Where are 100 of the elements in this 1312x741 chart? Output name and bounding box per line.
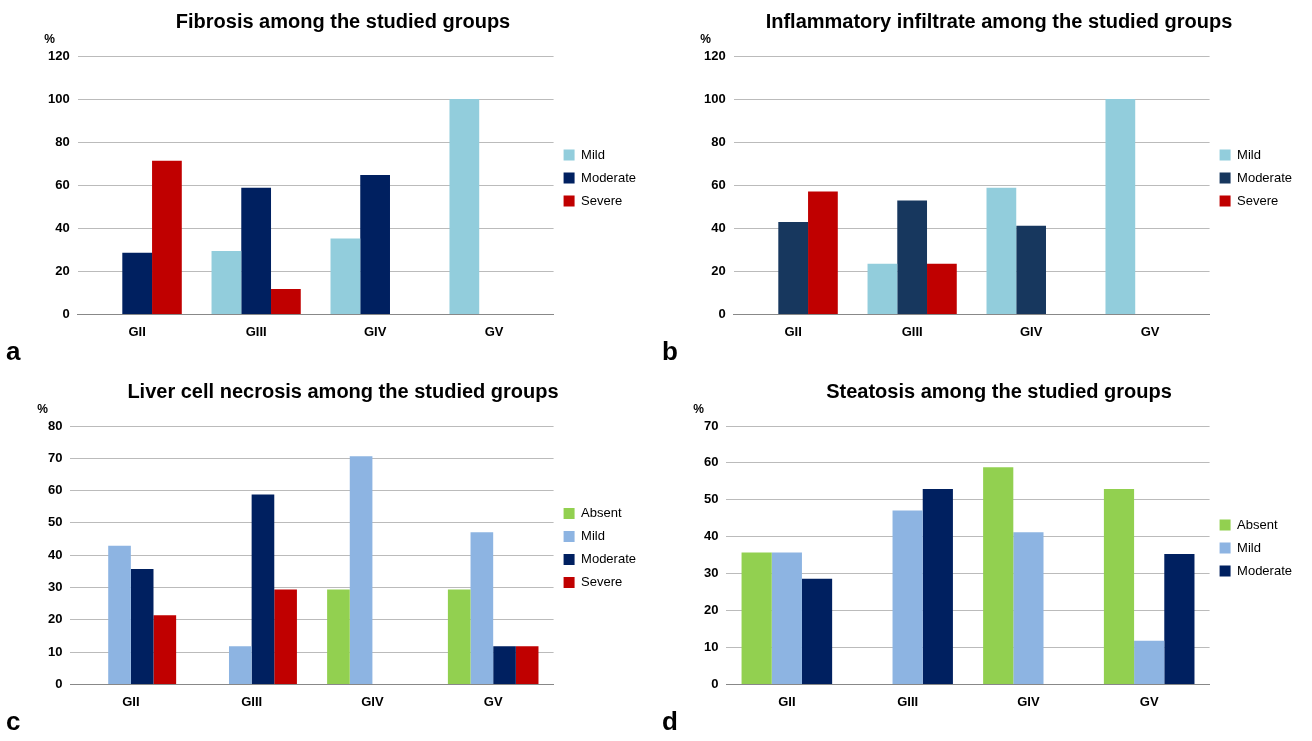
y-tick-label: 40	[55, 219, 70, 235]
y-tick-label: 100	[703, 90, 726, 106]
bar	[122, 252, 153, 314]
text: a	[6, 336, 21, 367]
x-tick-label: GII	[122, 693, 140, 709]
y-tick-label: 60	[47, 482, 63, 498]
legend-label: Mild	[1237, 146, 1261, 162]
bar	[228, 646, 252, 684]
chart-title: Liver cell necrosis among the studied groups	[127, 379, 559, 402]
bar	[152, 160, 182, 314]
y-tick-label: 0	[62, 305, 70, 321]
y-tick-label: 10	[47, 643, 63, 659]
legend-label: Moderate	[581, 169, 636, 185]
x-tick-label: GIV	[361, 693, 384, 709]
chart-title: Fibrosis among the studied groups	[175, 9, 511, 32]
x-tick-label: GIII	[901, 323, 923, 339]
bar	[1013, 532, 1044, 684]
legend-label: Moderate	[1237, 169, 1292, 185]
bar	[897, 200, 928, 314]
y-tick-label: 80	[47, 417, 63, 433]
x-tick-label: GII	[778, 693, 796, 709]
y-tick-label: 30	[703, 565, 719, 581]
y-tick-label: 0	[718, 305, 726, 321]
text: b	[662, 336, 678, 367]
bar	[1103, 489, 1135, 684]
x-tick-label: GIV	[363, 323, 387, 339]
legend-label: Absent	[581, 505, 622, 521]
y-tick-label: 0	[55, 675, 63, 691]
y-tick-label: 10	[703, 639, 719, 655]
legend-label: Mild	[581, 146, 605, 162]
legend-label: Mild	[581, 528, 605, 544]
y-tick-label: 20	[47, 611, 63, 627]
bar	[741, 552, 772, 684]
bar	[447, 589, 471, 684]
bar	[1016, 225, 1046, 314]
x-tick-label: GIII	[245, 323, 267, 339]
chart-title: Inflammatory infiltrate among the studied groups	[765, 9, 1233, 32]
bar	[330, 238, 361, 314]
bar	[241, 187, 272, 314]
bar	[360, 175, 390, 314]
bar	[892, 510, 923, 684]
legend-label: Moderate	[581, 551, 636, 567]
y-tick-label: 40	[47, 546, 63, 562]
bar	[927, 263, 957, 314]
x-tick-label: GIV	[1017, 693, 1040, 709]
y-tick-label: 0	[711, 675, 719, 691]
x-tick-label: GV	[484, 323, 504, 339]
y-tick-label: 80	[711, 133, 726, 149]
bar	[1105, 99, 1136, 314]
bar	[493, 646, 516, 684]
bar	[778, 222, 809, 314]
bar	[153, 615, 177, 684]
y-axis-title: %	[44, 32, 56, 47]
y-tick-label: 20	[55, 262, 70, 278]
y-tick-label: 60	[703, 454, 719, 470]
bar	[983, 467, 1014, 684]
y-tick-label: 70	[47, 449, 63, 465]
bar	[986, 187, 1017, 314]
y-tick-label: 60	[55, 176, 70, 192]
text: c	[6, 706, 21, 737]
chart-title: Steatosis among the studied groups	[826, 379, 1172, 402]
legend-label: Severe	[1237, 192, 1279, 208]
y-axis-title: %	[700, 32, 712, 47]
legend-label: Absent	[1237, 516, 1278, 532]
x-tick-label: GII	[128, 323, 146, 339]
y-axis-title: %	[37, 402, 49, 417]
y-tick-label: 100	[47, 90, 70, 106]
bar	[251, 494, 275, 684]
x-tick-label: GIV	[1019, 323, 1043, 339]
y-tick-label: 120	[703, 47, 726, 63]
bar	[867, 263, 898, 314]
bar	[1134, 640, 1165, 684]
bar	[130, 569, 154, 684]
bar	[771, 552, 802, 684]
y-axis-title: %	[693, 402, 705, 417]
x-tick-label: GV	[1140, 323, 1160, 339]
y-tick-label: 30	[47, 579, 63, 595]
bar	[327, 589, 350, 684]
legend-label: Severe	[581, 192, 623, 208]
bar	[274, 589, 297, 684]
x-tick-label: GIII	[241, 693, 263, 709]
legend-label: Moderate	[1237, 562, 1292, 578]
bar	[1164, 554, 1195, 684]
bar	[808, 191, 838, 314]
x-tick-label: GII	[784, 323, 802, 339]
text: d	[662, 706, 678, 737]
y-tick-label: 40	[703, 528, 719, 544]
y-tick-label: 20	[711, 262, 726, 278]
legend-label: Mild	[1237, 539, 1261, 555]
y-tick-label: 60	[711, 176, 726, 192]
bar	[349, 456, 373, 684]
bar	[801, 578, 833, 684]
bar	[449, 99, 480, 314]
x-tick-label: GV	[1139, 693, 1159, 709]
y-tick-label: 120	[47, 47, 70, 63]
y-tick-label: 70	[703, 417, 719, 433]
bar	[108, 545, 131, 684]
bar	[922, 489, 953, 684]
bar	[271, 288, 301, 314]
bar	[211, 251, 242, 314]
